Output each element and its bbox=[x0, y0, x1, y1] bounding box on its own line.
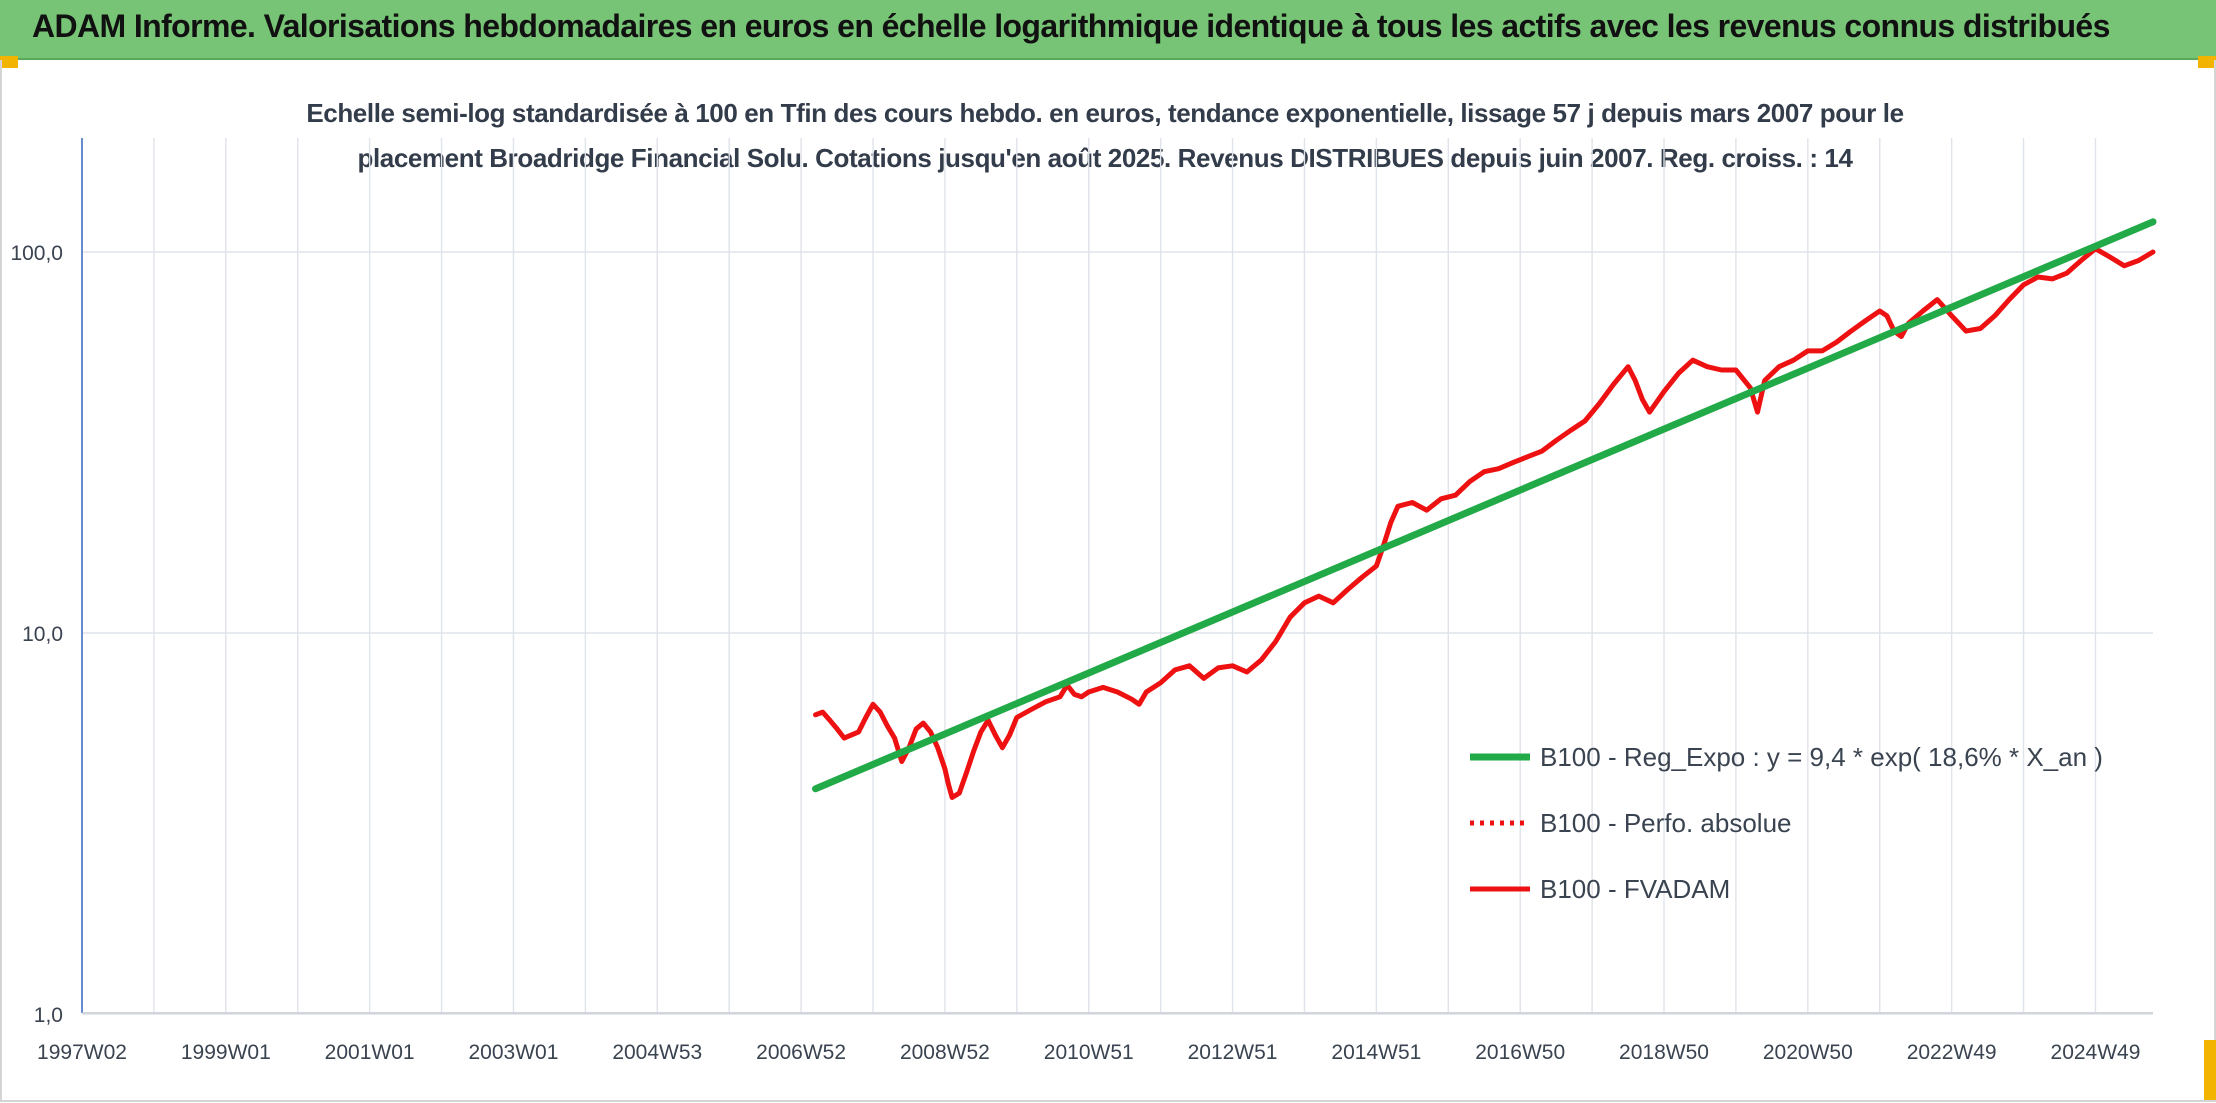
chart-title-line-1: Echelle semi-log standardisée à 100 en T… bbox=[306, 98, 1904, 128]
x-tick-label: 1999W01 bbox=[181, 1041, 271, 1064]
y-tick-label: 1,0 bbox=[34, 1004, 63, 1027]
series-line-fvadam bbox=[813, 246, 2156, 800]
corner-mark-bottom-right bbox=[2204, 1040, 2216, 1100]
x-tick-label: 2003W01 bbox=[469, 1041, 559, 1064]
x-tick-label: 2024W49 bbox=[2051, 1041, 2141, 1064]
x-tick-label: 2014W51 bbox=[1331, 1041, 1421, 1064]
legend-label: B100 - FVADAM bbox=[1540, 874, 1730, 904]
x-tick-label: 2008W52 bbox=[900, 1041, 990, 1064]
x-tick-label: 2020W50 bbox=[1763, 1041, 1853, 1064]
x-tick-label: 1997W02 bbox=[37, 1041, 127, 1064]
x-tick-label: 2010W51 bbox=[1044, 1041, 1134, 1064]
x-tick-label: 2006W52 bbox=[756, 1041, 846, 1064]
x-tick-label: 2012W51 bbox=[1188, 1041, 1278, 1064]
legend-label: B100 - Reg_Expo : y = 9,4 * exp( 18,6% *… bbox=[1540, 742, 2103, 772]
corner-mark-top-right bbox=[2198, 56, 2216, 68]
x-tick-label: 2018W50 bbox=[1619, 1041, 1709, 1064]
corner-mark-top-left bbox=[0, 56, 18, 68]
page-title: ADAM Informe. Valorisations hebdomadaire… bbox=[32, 8, 2110, 44]
x-tick-label: 2016W50 bbox=[1475, 1041, 1565, 1064]
y-tick-label: 10,0 bbox=[22, 623, 63, 646]
chart-frame bbox=[0, 60, 2216, 1102]
x-tick-label: 2004W53 bbox=[612, 1041, 702, 1064]
x-tick-label: 2001W01 bbox=[325, 1041, 415, 1064]
y-tick-label: 100,0 bbox=[10, 242, 63, 265]
chart-title-line-2: placement Broadridge Financial Solu. Cot… bbox=[357, 143, 1853, 173]
series-line-reg-expo bbox=[812, 218, 2157, 793]
legend-label: B100 - Perfo. absolue bbox=[1540, 808, 1792, 838]
x-tick-label: 2022W49 bbox=[1907, 1041, 1997, 1064]
header-banner: ADAM Informe. Valorisations hebdomadaire… bbox=[0, 0, 2216, 60]
